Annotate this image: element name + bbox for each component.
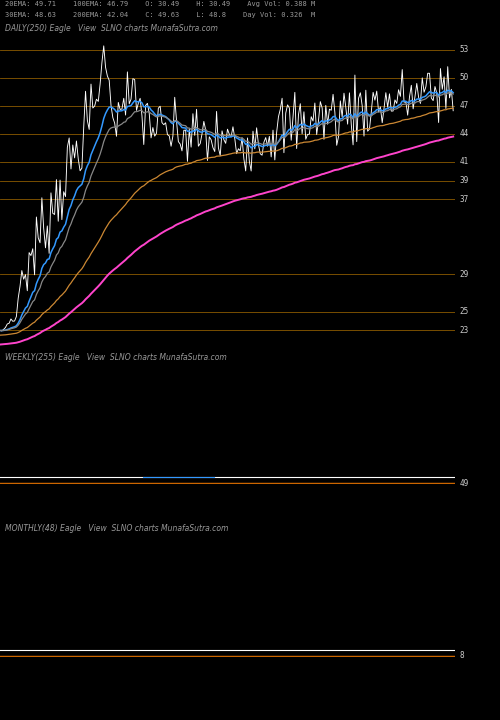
Text: 25: 25 (459, 307, 468, 316)
Text: 37: 37 (459, 195, 468, 204)
Text: 53: 53 (459, 45, 468, 54)
Text: 29: 29 (459, 270, 468, 279)
Text: 47: 47 (459, 102, 468, 110)
Text: DAILY(250) Eagle   View  SLNO charts MunafaSutra.com: DAILY(250) Eagle View SLNO charts Munafa… (5, 24, 218, 32)
Text: 8: 8 (459, 652, 464, 660)
Text: 39: 39 (459, 176, 468, 185)
Text: 41: 41 (459, 158, 468, 166)
Text: 50: 50 (459, 73, 468, 82)
Text: 30EMA: 48.63    200EMA: 42.04    C: 49.63    L: 48.8    Day Vol: 0.326  M: 30EMA: 48.63 200EMA: 42.04 C: 49.63 L: 4… (5, 12, 316, 18)
Text: 23: 23 (459, 326, 468, 335)
Text: WEEKLY(255) Eagle   View  SLNO charts MunafaSutra.com: WEEKLY(255) Eagle View SLNO charts Munaf… (5, 353, 227, 361)
Text: 44: 44 (459, 130, 468, 138)
Text: 20EMA: 49.71    100EMA: 46.79    O: 30.49    H: 30.49    Avg Vol: 0.388 M: 20EMA: 49.71 100EMA: 46.79 O: 30.49 H: 3… (5, 1, 316, 6)
Text: MONTHLY(48) Eagle   View  SLNO charts MunafaSutra.com: MONTHLY(48) Eagle View SLNO charts Munaf… (5, 524, 228, 533)
Text: 49: 49 (459, 479, 468, 487)
